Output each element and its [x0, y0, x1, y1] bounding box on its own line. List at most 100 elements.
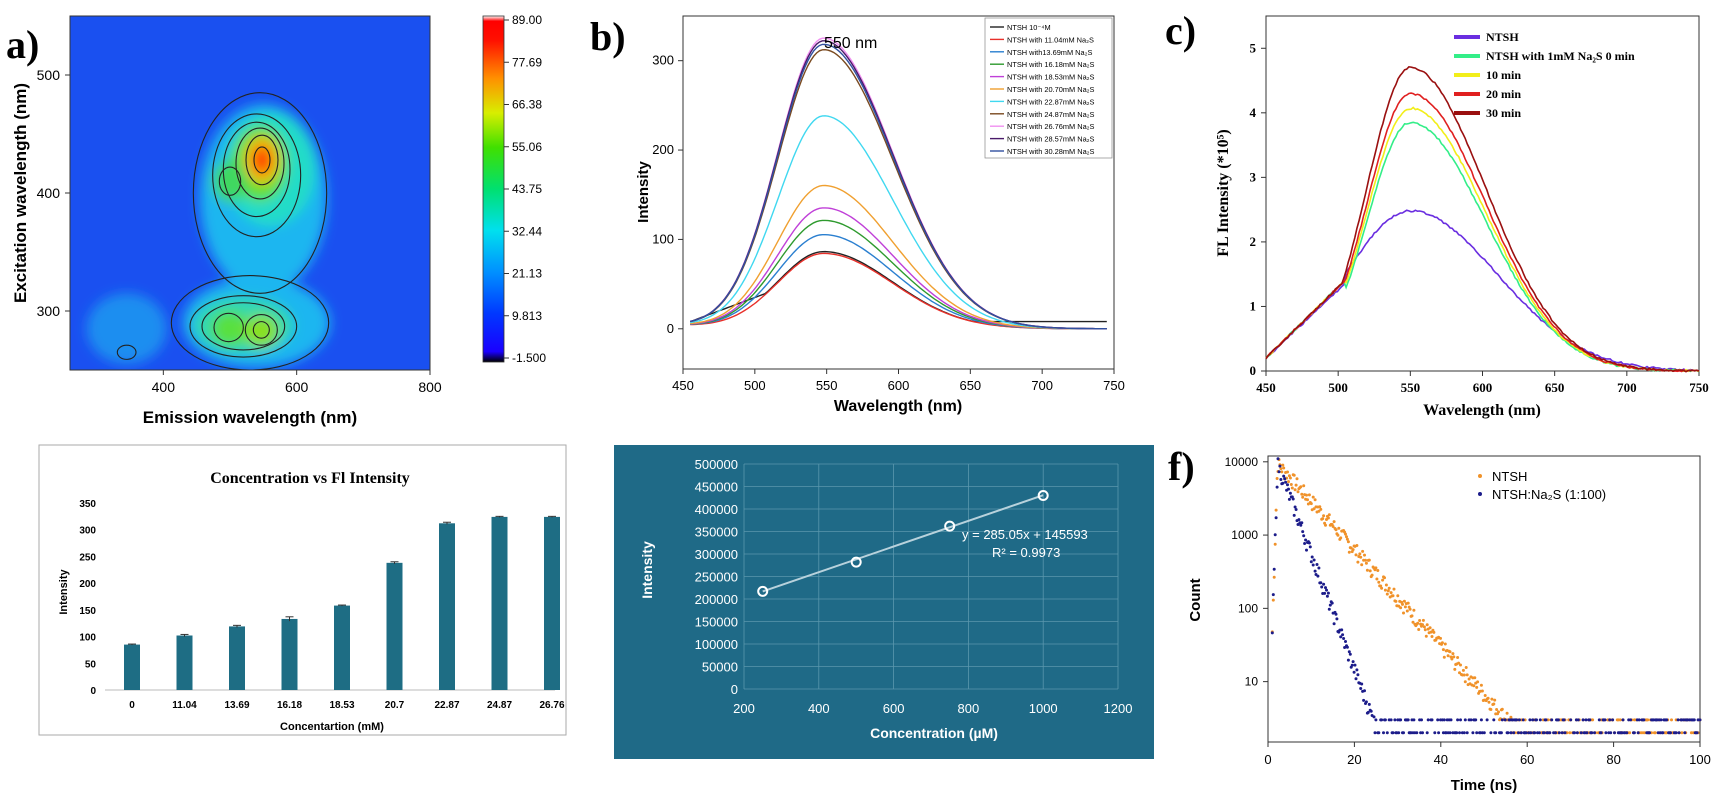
chart-f-data-point: [1456, 656, 1459, 659]
chart-f-data-point: [1322, 583, 1325, 586]
chart-f-data-point: [1301, 496, 1304, 499]
chart-f-data-point: [1678, 731, 1681, 734]
chart-f-data-point: [1319, 508, 1322, 511]
chart-f-data-point: [1453, 668, 1456, 671]
chart-f-data-point: [1316, 563, 1319, 566]
chart-f-data-point: [1580, 731, 1583, 734]
chart-f-data-point: [1376, 569, 1379, 572]
chart-b-xtick-label: 750: [1103, 378, 1125, 393]
chart-a-excitation-emission-map: 400 600 800300400500 Emission wavelength (…: [11, 13, 546, 427]
chart-f-data-point: [1608, 718, 1611, 721]
chart-f-data-point: [1306, 498, 1309, 501]
chart-f-data-point: [1458, 731, 1461, 734]
chart-b-legend-label: NTSH with 28.57mM Na₂S: [1007, 135, 1095, 144]
chart-f-data-point: [1278, 465, 1281, 468]
chart-f-data-point: [1472, 684, 1475, 687]
chart-f-data-point: [1390, 718, 1393, 721]
chart-f-data-point: [1494, 731, 1497, 734]
chart-f-data-point: [1319, 581, 1322, 584]
chart-f-data-point: [1490, 698, 1493, 701]
chart-f-data-point: [1335, 613, 1338, 616]
chart-f-xtick-label: 0: [1264, 752, 1271, 767]
chart-f-data-point: [1333, 520, 1336, 523]
chart-f-data-point: [1290, 483, 1293, 486]
chart-c-ytick-label: 1: [1250, 298, 1257, 313]
chart-d-xtick-label: 11.04: [172, 700, 197, 711]
chart-d-ylabel: Intensity: [58, 569, 70, 615]
chart-f-data-point: [1362, 699, 1365, 702]
chart-f-data-point: [1411, 614, 1414, 617]
chart-f-data-point: [1282, 475, 1285, 478]
chart-f-data-point: [1558, 731, 1561, 734]
chart-f-data-point: [1294, 488, 1297, 491]
chart-a-heat-blob: [253, 146, 272, 174]
chart-f-data-point: [1480, 684, 1483, 687]
chart-f-data-point: [1531, 718, 1534, 721]
chart-f-data-point: [1276, 486, 1279, 489]
chart-f-data-point: [1622, 718, 1625, 721]
chart-d-bar: [439, 523, 455, 690]
chart-e-ytick-label: 300000: [695, 547, 738, 562]
chart-f-data-point: [1368, 559, 1371, 562]
chart-f-data-point: [1368, 703, 1371, 706]
chart-a-xtick-label: 800: [418, 379, 442, 395]
chart-c-xtick-label: 550: [1401, 380, 1421, 395]
chart-b-legend-label: NTSH with 26.76mM Na₂S: [1007, 122, 1095, 131]
chart-d-xtick-label: 13.69: [224, 700, 249, 711]
chart-f-data-point: [1550, 718, 1553, 721]
chart-d-xtick-label: 20.7: [385, 700, 405, 711]
chart-a-colorbar-label: -1.500: [512, 351, 546, 365]
chart-c-ytick-label: 0: [1250, 363, 1257, 378]
chart-f-data-point: [1497, 710, 1500, 713]
chart-f-data-point: [1557, 718, 1560, 721]
chart-f-data-point: [1590, 731, 1593, 734]
chart-f-data-point: [1316, 575, 1319, 578]
chart-c-xtick-label: 450: [1256, 380, 1276, 395]
chart-a-ytick-label: 300: [37, 303, 61, 319]
chart-f-data-point: [1489, 731, 1492, 734]
chart-f-data-point: [1449, 650, 1452, 653]
chart-f-data-point: [1348, 551, 1351, 554]
chart-f-data-point: [1304, 539, 1307, 542]
chart-f-data-point: [1486, 718, 1489, 721]
chart-f-data-point: [1356, 561, 1359, 564]
chart-f-data-point: [1561, 731, 1564, 734]
chart-f-data-point: [1455, 731, 1458, 734]
chart-f-data-point: [1462, 669, 1465, 672]
chart-f-data-point: [1475, 686, 1478, 689]
chart-f-data-point: [1441, 641, 1444, 644]
chart-f-data-point: [1377, 581, 1380, 584]
chart-f-data-point: [1302, 484, 1305, 487]
chart-f-data-point: [1336, 534, 1339, 537]
chart-f-data-point: [1305, 494, 1308, 497]
chart-e-xtick-label: 1000: [1029, 701, 1058, 716]
chart-d-bar: [492, 517, 508, 690]
chart-c-series-line: [1266, 93, 1699, 372]
chart-f-data-point: [1312, 496, 1315, 499]
chart-f-data-point: [1380, 587, 1383, 590]
chart-d-bar: [282, 619, 298, 690]
chart-f-data-point: [1311, 556, 1314, 559]
chart-b-series-line: [690, 220, 1107, 328]
chart-f-data-point: [1415, 731, 1418, 734]
chart-f-data-point: [1287, 488, 1290, 491]
chart-f-data-point: [1447, 654, 1450, 657]
chart-e-xtick-label: 1200: [1104, 701, 1133, 716]
chart-f-data-point: [1407, 602, 1410, 605]
chart-f-data-point: [1465, 666, 1468, 669]
chart-f-ytick-label: 10: [1245, 675, 1259, 689]
chart-f-data-point: [1538, 731, 1541, 734]
chart-f-data-point: [1402, 612, 1405, 615]
chart-f-data-point: [1293, 514, 1296, 517]
chart-f-xlabel: Time (ns): [1451, 777, 1517, 794]
chart-f-data-point: [1392, 594, 1395, 597]
chart-d-xtick-label: 24.87: [487, 700, 512, 711]
chart-f-data-point: [1459, 664, 1462, 667]
chart-f-xtick-label: 60: [1520, 752, 1534, 767]
chart-f-data-point: [1397, 731, 1400, 734]
chart-f-data-point: [1296, 477, 1299, 480]
chart-f-data-point: [1442, 648, 1445, 651]
chart-e-xlabel: Concentration (µM): [870, 725, 998, 741]
chart-f-data-point: [1402, 731, 1405, 734]
chart-d-bar: [124, 645, 140, 690]
